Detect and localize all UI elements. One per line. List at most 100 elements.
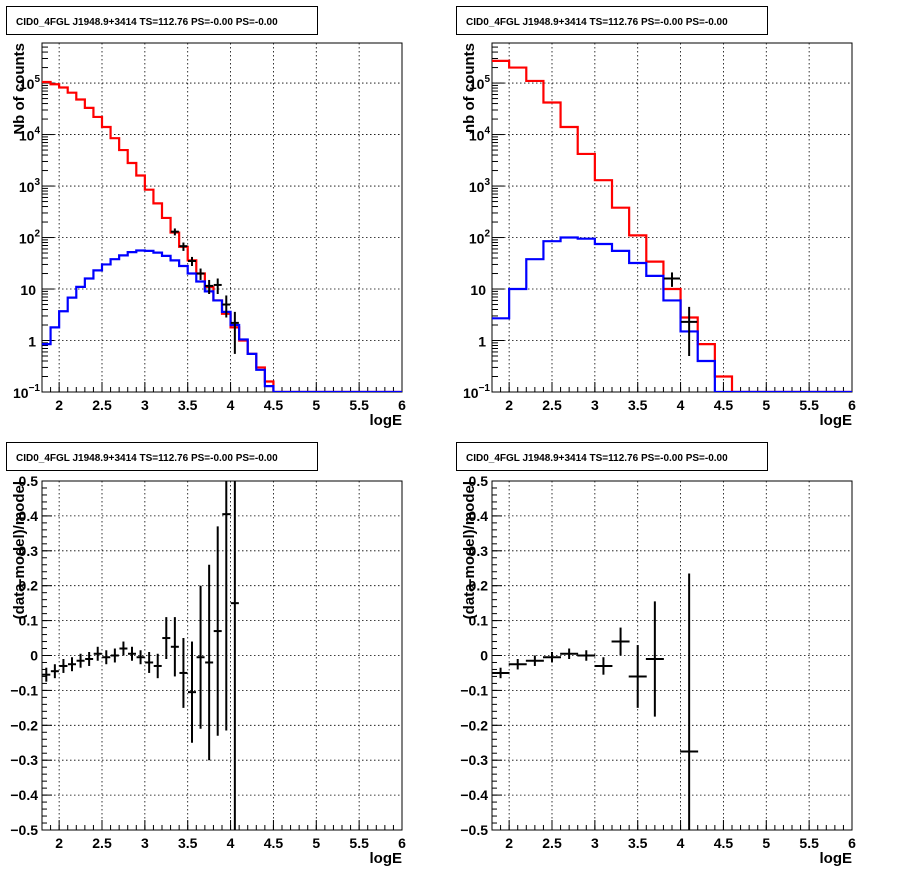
y-tick-label: −0.2 (10, 717, 38, 733)
x-tick-label: 5.5 (799, 397, 819, 413)
y-tick-label: −0.4 (460, 787, 488, 803)
residual-point (611, 627, 630, 656)
x-tick-label: 6 (398, 835, 406, 851)
x-tick-label: 3.5 (178, 397, 198, 413)
x-tick-label: 4 (677, 835, 685, 851)
residual-point (119, 641, 128, 656)
x-tick-label: 4.5 (264, 397, 284, 413)
histogram-series-blue (492, 236, 852, 392)
x-tick-label: 3 (591, 397, 599, 413)
residual-point (136, 650, 145, 665)
y-tick-label: 0.4 (469, 508, 489, 524)
residual-point (628, 645, 647, 708)
y-tick-label: 10−1 (463, 383, 490, 401)
data-point (213, 278, 222, 295)
residual-point (162, 617, 171, 659)
residual-point (170, 617, 179, 677)
data-point (179, 242, 188, 251)
residual-point (492, 667, 510, 679)
data-point (188, 256, 196, 266)
plot-area (492, 59, 852, 392)
residual-point (50, 664, 59, 679)
x-tick-label: 5.5 (349, 397, 369, 413)
plot-frame (41, 42, 403, 393)
title-box (456, 6, 768, 35)
y-tick-label: 104 (469, 126, 491, 144)
y-tick-label: −0.4 (10, 787, 38, 803)
x-tick-label: 4.5 (264, 835, 284, 851)
x-tick-label: 5.5 (799, 835, 819, 851)
y-tick-label: 10 (20, 282, 36, 298)
residual-point (68, 657, 76, 672)
y-axis-label: nb of counts (461, 43, 478, 133)
title-box (6, 442, 318, 471)
y-tick-label: 10−1 (13, 383, 40, 401)
x-tick-label: 4 (227, 835, 235, 851)
plot-frame (41, 480, 403, 831)
chart-panel-1: CID0_4FGL J1948.9+3414 TS=112.76 PS=-0.0… (6, 6, 406, 429)
x-tick-label: 2.5 (542, 397, 562, 413)
x-tick-label: 5 (762, 835, 770, 851)
y-tick-label: 105 (469, 74, 491, 92)
x-tick-label: 3 (591, 835, 599, 851)
y-tick-label: 102 (19, 229, 41, 247)
residual-point (680, 573, 699, 830)
x-tick-label: 3.5 (628, 835, 648, 851)
residual-point (42, 667, 51, 682)
y-axis-label: (data-model)/model (11, 481, 28, 619)
y-tick-label: −0.5 (10, 822, 38, 838)
chart-title: CID0_4FGL J1948.9+3414 TS=112.76 PS=-0.0… (466, 453, 728, 464)
y-tick-label: 0.2 (19, 578, 39, 594)
residual-point (594, 657, 613, 675)
x-axis-label: logE (820, 412, 853, 429)
residual-point (93, 646, 102, 661)
y-tick-label: 0 (480, 648, 488, 664)
residual-point (560, 648, 579, 659)
residual-point (128, 646, 136, 661)
data-point (196, 268, 205, 280)
y-tick-label: −0.1 (10, 682, 38, 698)
data-point (222, 295, 231, 318)
y-tick-label: 0.1 (19, 613, 39, 629)
y-tick-label: 0.4 (19, 508, 39, 524)
residual-point (153, 653, 162, 679)
residual-point (110, 648, 119, 663)
x-tick-label: 3 (141, 397, 149, 413)
y-tick-label: 0.2 (469, 578, 489, 594)
x-tick-label: 2 (505, 835, 513, 851)
chart-panel-3: CID0_4FGL J1948.9+3414 TS=112.76 PS=-0.0… (6, 442, 406, 867)
residual-point (188, 641, 196, 743)
y-tick-label: 0.5 (469, 473, 489, 489)
y-tick-label: 0.5 (19, 473, 39, 489)
plot-area (42, 481, 239, 830)
y-axis-label: Nb of counts (11, 43, 28, 135)
residual-point (525, 655, 544, 666)
y-tick-label: −0.5 (460, 822, 488, 838)
y-tick-label: 0.3 (19, 543, 39, 559)
x-tick-label: 4.5 (714, 397, 734, 413)
plot-frame (491, 480, 853, 831)
histogram-series-red (492, 59, 852, 392)
title-box (6, 6, 318, 35)
x-tick-label: 6 (398, 397, 406, 413)
residual-point (645, 601, 664, 717)
y-tick-label: 103 (19, 177, 41, 195)
x-tick-label: 5 (762, 397, 770, 413)
y-tick-label: 10 (470, 282, 486, 298)
x-axis-label: logE (370, 850, 403, 867)
x-tick-label: 4 (677, 397, 685, 413)
y-tick-label: 104 (19, 126, 41, 144)
chart-panel-4: CID0_4FGL J1948.9+3414 TS=112.76 PS=-0.0… (456, 442, 856, 867)
x-tick-label: 2 (55, 397, 63, 413)
y-tick-label: −0.1 (460, 682, 488, 698)
x-tick-label: 3.5 (628, 397, 648, 413)
x-tick-label: 3 (141, 835, 149, 851)
residual-point (205, 564, 214, 761)
x-axis-label: logE (820, 850, 853, 867)
x-tick-label: 4.5 (714, 835, 734, 851)
data-point (664, 272, 680, 287)
plot-frame (491, 42, 853, 393)
data-point (230, 311, 239, 354)
y-tick-label: 0.3 (469, 543, 489, 559)
